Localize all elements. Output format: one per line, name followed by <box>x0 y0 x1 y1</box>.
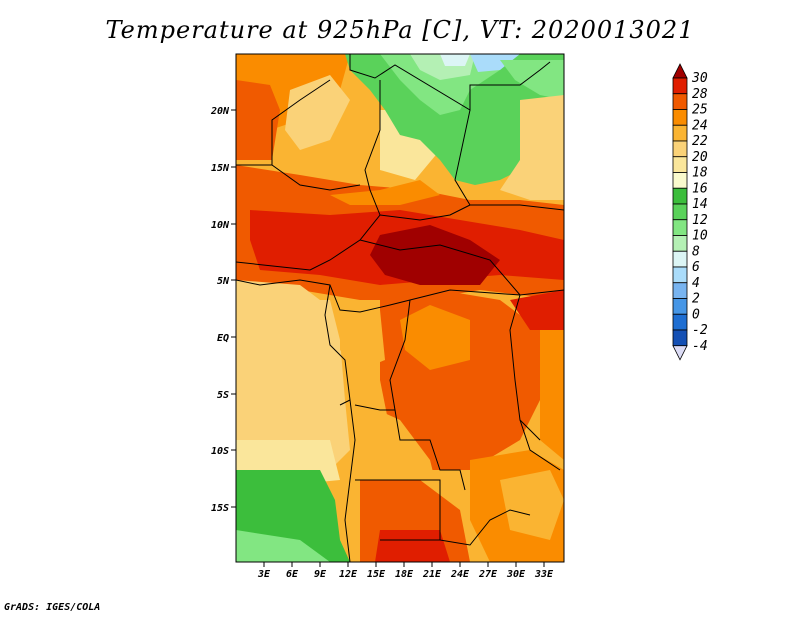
colorbar-swatch <box>672 313 688 331</box>
colorbar-top-arrow <box>672 63 688 79</box>
lon-label: 30E <box>506 569 526 580</box>
colorbar-label: 10 <box>692 229 708 244</box>
map-frame <box>235 53 565 563</box>
lon-label: 21E <box>422 569 442 580</box>
lon-label: 3E <box>257 569 271 580</box>
colorbar-swatch <box>672 219 688 236</box>
colorbar-swatch <box>672 156 688 173</box>
colorbar-label: 8 <box>692 244 700 259</box>
colorbar-swatch <box>672 140 688 158</box>
colorbar-label: 28 <box>692 87 708 102</box>
colorbar-label: 20 <box>692 150 708 165</box>
lon-label: 15E <box>367 569 386 580</box>
colorbar-swatch <box>672 172 688 189</box>
colorbar-label: 25 <box>692 103 708 118</box>
lat-label: 10N <box>211 220 230 231</box>
colorbar-label: 4 <box>692 276 700 291</box>
colorbar-label: 18 <box>692 166 708 181</box>
colorbar-swatch <box>672 329 688 347</box>
lon-label: 9E <box>314 569 327 580</box>
colorbar-swatch <box>672 266 688 284</box>
lon-label: 6E <box>286 569 299 580</box>
colorbar-bottom-arrow <box>672 345 688 361</box>
colorbar-label: -2 <box>692 323 708 338</box>
lon-label: 12E <box>339 569 358 580</box>
map-title: Temperature at 925hPa [C], VT: 202001302… <box>105 16 695 44</box>
lat-label: EQ <box>217 333 229 344</box>
colorbar-swatch <box>672 298 688 315</box>
longitude-axis: 3E 6E 9E 12E 15E 18E 21E 24E 27E 30E 33E <box>257 562 554 580</box>
colorbar-label: 30 <box>691 71 708 86</box>
temperature-field <box>236 54 564 562</box>
colorbar-label: -4 <box>692 339 708 354</box>
latitude-axis: 20N 15N 10N 5N EQ 5S 10S 15S <box>210 106 236 514</box>
lat-label: 10S <box>211 446 229 457</box>
colorbar-swatch <box>672 187 688 205</box>
lon-label: 27E <box>478 569 498 580</box>
colorbar-label: 0 <box>692 307 700 322</box>
colorbar-label: 6 <box>692 260 700 275</box>
lat-label: 5N <box>217 276 230 287</box>
colorbar-swatch <box>672 235 688 252</box>
country-borders <box>236 54 564 562</box>
colorbar-label: 22 <box>692 134 708 149</box>
colorbar-label: 2 <box>692 292 700 307</box>
lat-label: 20N <box>210 106 230 117</box>
colorbar-swatch <box>672 203 688 221</box>
colorbar-swatch <box>672 124 688 142</box>
colorbar-swatch <box>672 93 688 110</box>
lat-label: 5S <box>217 390 229 401</box>
colorbar-label: 14 <box>692 197 708 212</box>
colorbar-swatch <box>672 77 688 95</box>
colorbar-label: 16 <box>692 181 708 196</box>
colorbar-label: 12 <box>692 213 708 228</box>
lon-label: 33E <box>534 569 554 580</box>
colorbar-swatch <box>672 250 688 268</box>
colorbar-swatch <box>672 282 688 299</box>
lat-label: 15N <box>211 163 230 174</box>
lat-label: 15S <box>211 503 229 514</box>
colorbar-swatch <box>672 109 688 126</box>
footer-credit: GrADS: IGES/COLA <box>4 602 101 613</box>
lon-label: 18E <box>395 569 414 580</box>
lon-label: 24E <box>450 569 470 580</box>
colorbar-label: 24 <box>692 118 708 133</box>
